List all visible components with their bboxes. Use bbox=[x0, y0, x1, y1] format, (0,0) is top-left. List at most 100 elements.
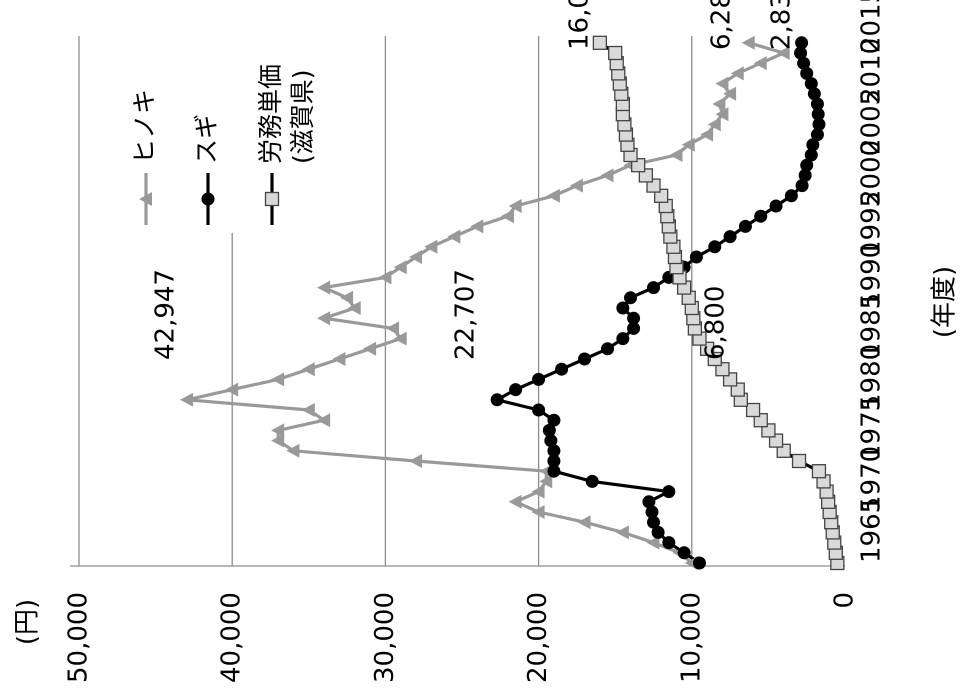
sugi-marker bbox=[647, 515, 660, 529]
data-labels: 42,947 22,707 6,800 16,000 6,284 2,833 bbox=[151, 0, 797, 360]
sugi-marker bbox=[806, 138, 820, 152]
hinoki-marker bbox=[347, 301, 361, 315]
sugi-marker bbox=[651, 525, 665, 539]
sugi-marker bbox=[642, 495, 656, 509]
hinoki-marker bbox=[546, 188, 560, 203]
hinoki-marker bbox=[225, 382, 239, 397]
sugi-marker bbox=[708, 240, 722, 254]
hinoki-marker bbox=[271, 433, 285, 448]
sugi-marker bbox=[723, 230, 737, 244]
hinoki-marker bbox=[700, 127, 714, 142]
hinoki-marker bbox=[180, 392, 194, 407]
sugi-marker bbox=[547, 413, 561, 427]
sugi-marker bbox=[201, 192, 215, 206]
y-tick-label: 10,000 bbox=[676, 592, 706, 683]
sugi-marker bbox=[547, 464, 561, 478]
sugi-marker bbox=[810, 128, 824, 142]
sugi-marker bbox=[811, 107, 825, 121]
hinoki-marker bbox=[707, 117, 721, 132]
sugi-marker bbox=[804, 148, 818, 162]
labor-marker bbox=[608, 45, 623, 61]
sugi-marker bbox=[616, 301, 630, 315]
hinoki-marker bbox=[646, 535, 660, 550]
x-tick-label: 1985 bbox=[857, 293, 887, 359]
hinoki-marker bbox=[363, 341, 377, 356]
labor-marker bbox=[791, 453, 807, 469]
y-unit-label: (円) bbox=[13, 599, 43, 645]
hinoki-marker bbox=[301, 403, 315, 417]
data-label: 22,707 bbox=[451, 269, 481, 360]
sugi-marker bbox=[585, 474, 599, 488]
hinoki-marker bbox=[317, 311, 331, 326]
sugi-marker bbox=[547, 444, 561, 458]
x-tick-label: 2010 bbox=[857, 38, 887, 104]
hinoki-marker bbox=[669, 148, 683, 162]
sugi-marker bbox=[532, 403, 546, 417]
sugi-marker bbox=[547, 454, 561, 468]
y-tick-labels: 0 10,000 20,000 30,000 40,000 50,000 bbox=[64, 592, 860, 683]
sugi-marker bbox=[689, 250, 703, 264]
sugi-marker bbox=[692, 556, 706, 570]
sugi-marker bbox=[662, 485, 676, 499]
hinoki-marker bbox=[723, 86, 737, 101]
hinoki-marker bbox=[301, 362, 315, 377]
hinoki-marker bbox=[730, 66, 744, 81]
labor-marker bbox=[592, 35, 608, 50]
hinoki-marker bbox=[424, 239, 438, 254]
legend-label: ヒノキ bbox=[130, 89, 159, 164]
x-tick-label: 1965 bbox=[857, 497, 887, 563]
data-label: 42,947 bbox=[151, 269, 181, 360]
y-tick-label: 40,000 bbox=[217, 592, 247, 683]
series-markers bbox=[180, 35, 845, 571]
y-tick-label: 20,000 bbox=[523, 592, 553, 683]
sugi-marker bbox=[544, 434, 558, 448]
hinoki-marker bbox=[753, 56, 767, 71]
x-unit-label: (年度) bbox=[930, 266, 960, 338]
sugi-marker bbox=[662, 536, 676, 550]
data-label: 6,800 bbox=[701, 286, 731, 360]
hinoki-marker bbox=[508, 199, 522, 213]
data-label: 2,833 bbox=[767, 0, 797, 50]
sugi-marker bbox=[804, 77, 818, 91]
labor-marker bbox=[745, 402, 761, 418]
hinoki-marker bbox=[508, 494, 522, 509]
sugi-marker bbox=[807, 87, 821, 101]
x-tick-label: 1995 bbox=[857, 191, 887, 257]
data-label: 16,000 bbox=[565, 0, 595, 50]
x-tick-label: 2015 bbox=[857, 0, 887, 53]
hinoki-marker bbox=[577, 515, 591, 530]
sugi-marker bbox=[509, 383, 523, 397]
x-tick-label: 1980 bbox=[857, 344, 887, 410]
hinoki-marker bbox=[271, 423, 285, 438]
hinoki-marker bbox=[712, 97, 726, 111]
sugi-marker bbox=[812, 117, 826, 131]
sugi-marker bbox=[738, 219, 752, 233]
hinoki-marker bbox=[317, 413, 331, 428]
sugi-marker bbox=[627, 311, 641, 325]
legend-label: 労務単価 bbox=[256, 64, 285, 164]
sugi-marker bbox=[798, 168, 812, 182]
hinoki-marker bbox=[409, 250, 423, 264]
legend-label: スギ bbox=[192, 114, 221, 164]
hinoki-marker bbox=[531, 505, 545, 519]
hinoki-marker bbox=[741, 35, 755, 50]
sugi-marker bbox=[795, 179, 809, 193]
labor-marker bbox=[264, 191, 280, 207]
y-tick-label: 30,000 bbox=[370, 592, 400, 683]
hinoki-marker bbox=[715, 76, 729, 91]
y-tick-label: 50,000 bbox=[64, 592, 94, 683]
hinoki-marker bbox=[470, 219, 484, 234]
hinoki-marker bbox=[615, 525, 629, 540]
sugi-marker bbox=[677, 546, 691, 560]
x-tick-label: 1975 bbox=[857, 395, 887, 461]
x-tick-label: 2000 bbox=[857, 140, 887, 206]
hinoki-marker bbox=[569, 178, 583, 193]
hinoki-marker bbox=[393, 331, 407, 346]
sugi-marker bbox=[578, 352, 592, 366]
sugi-marker bbox=[797, 56, 811, 70]
axis-units: (円) (年度) bbox=[13, 266, 960, 645]
y-tick-label: 0 bbox=[830, 592, 860, 609]
hinoki-marker bbox=[271, 372, 285, 387]
x-tick-label: 2005 bbox=[857, 89, 887, 155]
hinoki-marker bbox=[539, 474, 553, 489]
